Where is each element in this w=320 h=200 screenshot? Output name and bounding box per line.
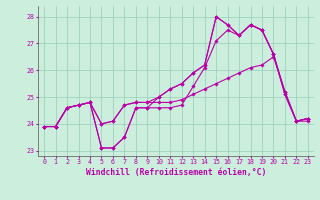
X-axis label: Windchill (Refroidissement éolien,°C): Windchill (Refroidissement éolien,°C) — [86, 168, 266, 177]
